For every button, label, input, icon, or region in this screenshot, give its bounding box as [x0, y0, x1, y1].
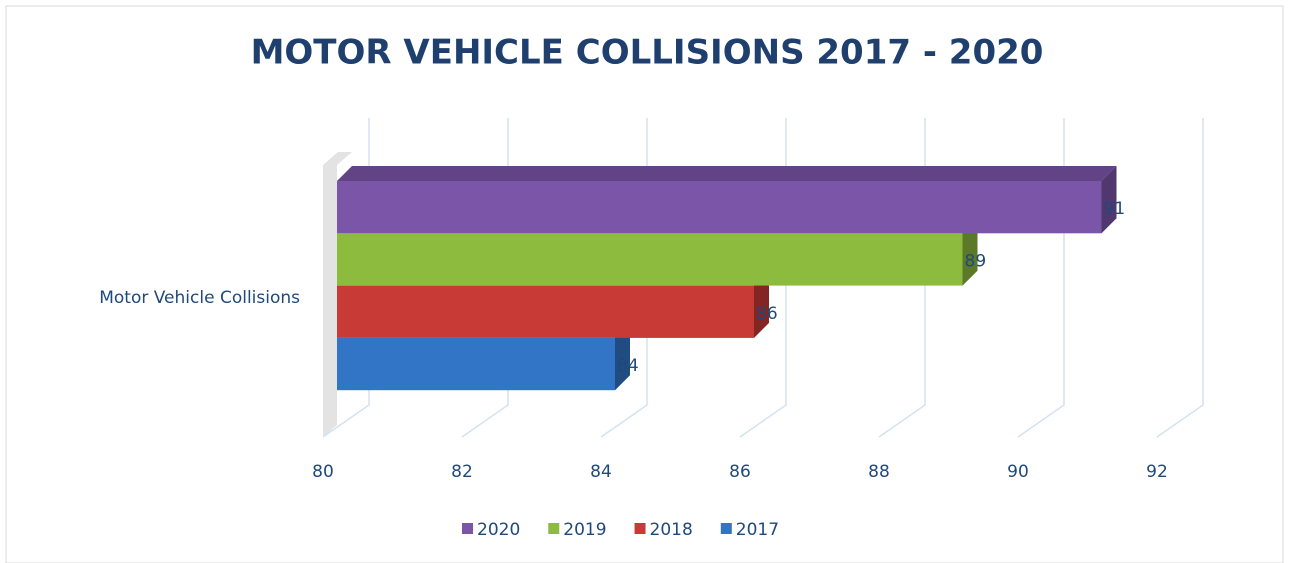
bar	[337, 337, 615, 391]
bar-side	[754, 270, 769, 338]
value-label: 91	[1104, 199, 1126, 219]
legend-label: 2019	[563, 520, 606, 540]
x-tick-label: 82	[451, 462, 473, 482]
legend-label: 2017	[736, 520, 779, 540]
x-tick-label: 80	[312, 462, 334, 482]
grid-line	[1156, 118, 1204, 438]
bar-top	[337, 166, 1117, 181]
bar-side	[962, 218, 978, 286]
value-label: 86	[756, 304, 778, 324]
bar-side-shade	[1101, 166, 1117, 234]
x-tick-label: 92	[1146, 462, 1168, 482]
legend-swatch	[634, 523, 646, 534]
value-label: 89	[965, 251, 987, 271]
x-tick-label: 88	[868, 462, 890, 482]
bar-side	[615, 322, 630, 391]
bar	[337, 233, 963, 286]
legend-label: 2018	[650, 520, 693, 540]
legend-swatch	[720, 523, 732, 534]
bar	[337, 285, 754, 338]
legend-swatch	[548, 523, 560, 534]
bar-side	[1101, 166, 1117, 234]
bar-side-shade	[615, 322, 630, 391]
legend-label: 2020	[477, 520, 520, 540]
legend-swatch	[462, 523, 473, 534]
x-tick-label: 84	[590, 462, 612, 482]
bar-top-shade	[337, 166, 1117, 181]
x-tick-label: 90	[1007, 462, 1029, 482]
side-wall	[323, 152, 352, 437]
value-label: 84	[617, 356, 639, 376]
category-label: Motor Vehicle Collisions	[99, 288, 300, 308]
bar-side-shade	[962, 218, 978, 286]
chart-title: MOTOR VEHICLE COLLISIONS 2017 - 2020	[251, 33, 1044, 73]
x-tick-label: 86	[729, 462, 751, 482]
bar	[337, 181, 1102, 234]
bar-side-shade	[754, 270, 769, 338]
